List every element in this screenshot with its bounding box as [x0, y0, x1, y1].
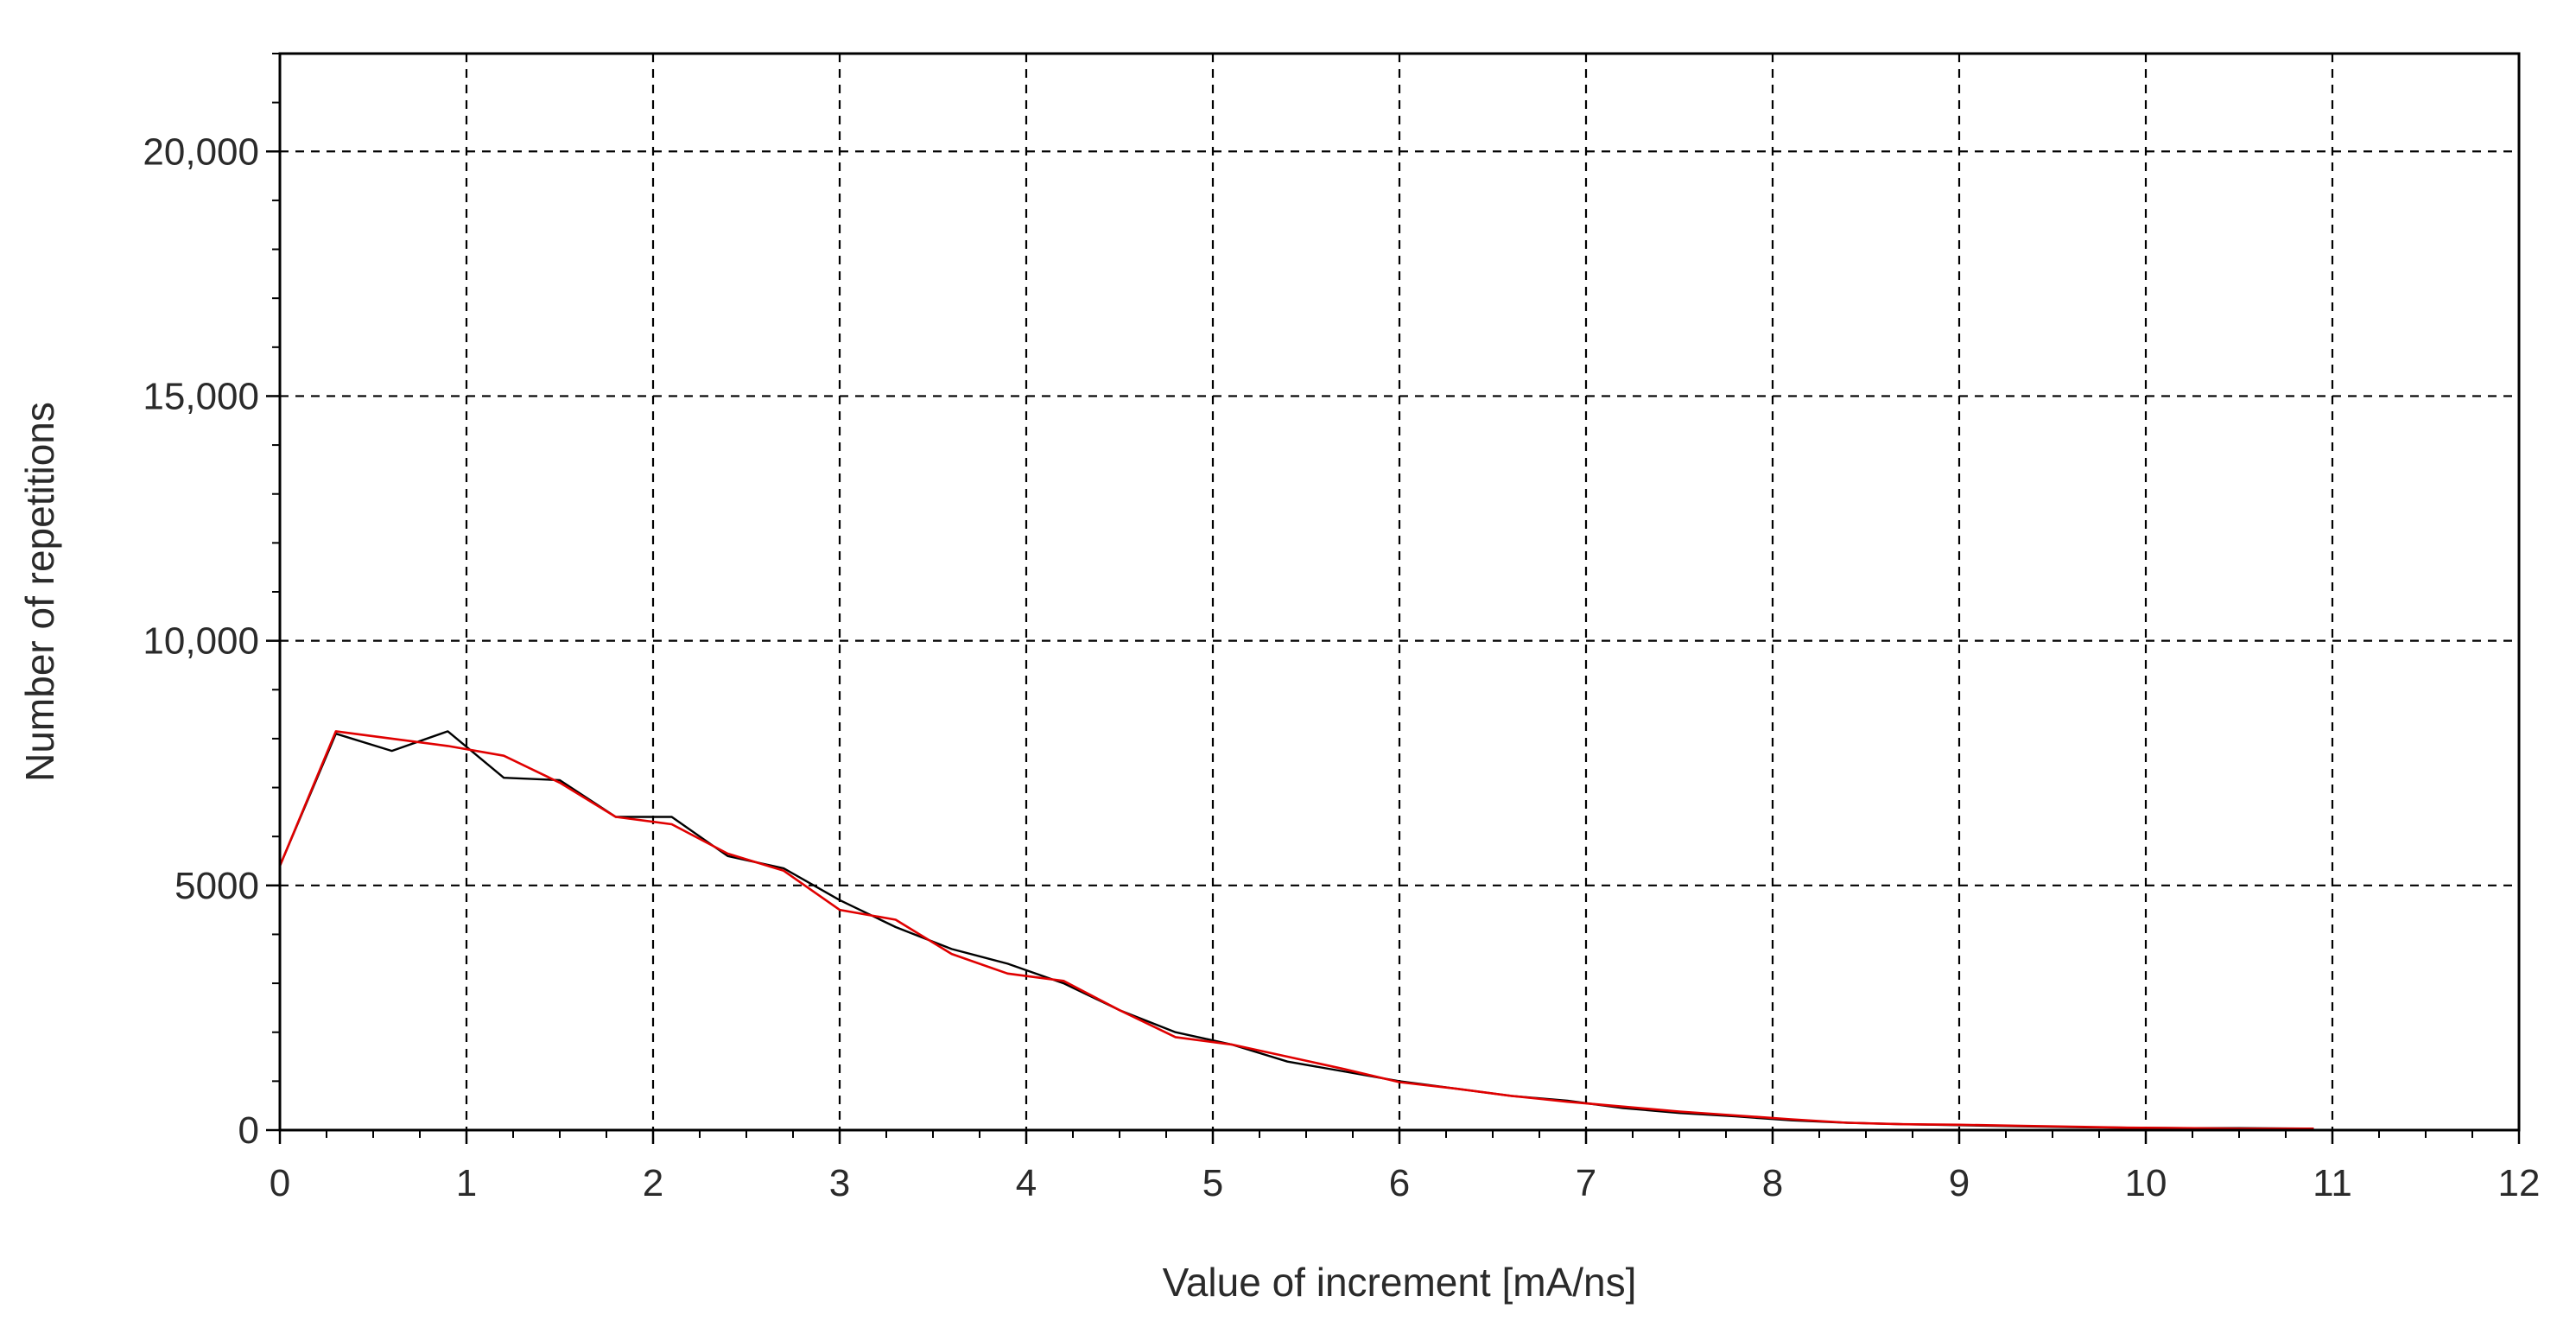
- x-tick-label: 8: [1762, 1162, 1783, 1204]
- y-tick-label: 0: [238, 1109, 259, 1152]
- x-tick-label: 6: [1389, 1162, 1410, 1204]
- x-tick-label: 1: [456, 1162, 477, 1204]
- y-tick-label: 5000: [174, 865, 259, 907]
- y-tick-label: 20,000: [143, 130, 259, 173]
- axis-ticks: [266, 53, 2521, 1144]
- x-tick-label: 12: [2498, 1162, 2541, 1204]
- x-tick-label: 10: [2125, 1162, 2167, 1204]
- x-tick-label: 4: [1016, 1162, 1037, 1204]
- y-tick-label: 15,000: [143, 375, 259, 417]
- y-tick-label: 10,000: [143, 620, 259, 663]
- x-tick-label: 0: [270, 1162, 290, 1204]
- x-tick-label: 7: [1576, 1162, 1596, 1204]
- x-tick-label: 5: [1202, 1162, 1223, 1204]
- gridlines: [280, 54, 2519, 1130]
- series-layer: [278, 730, 2314, 1130]
- x-axis-label: Value of increment [mA/ns]: [1163, 1260, 1637, 1305]
- x-tick-label: 2: [643, 1162, 663, 1204]
- x-tick-label: 11: [2313, 1162, 2352, 1204]
- x-tick-label: 9: [1949, 1162, 1970, 1204]
- y-axis-label: Number of repetitions: [17, 402, 62, 782]
- x-tick-label: 3: [829, 1162, 850, 1204]
- series-line-2: [278, 730, 2314, 1130]
